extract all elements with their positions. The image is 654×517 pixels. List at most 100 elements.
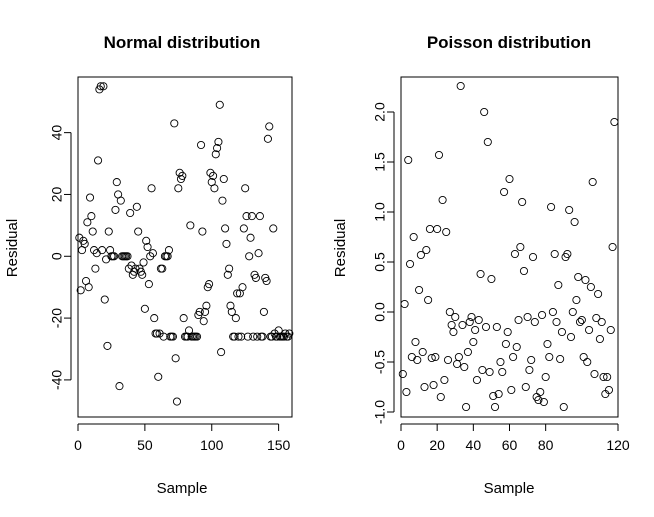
data-point [400,299,409,309]
data-point [530,317,539,327]
data-point [458,320,467,330]
data-point [99,82,108,91]
data-point [566,332,576,342]
data-point [434,150,444,160]
x-tick-label: 80 [538,437,554,453]
data-point [574,272,583,282]
data-point [556,354,565,364]
data-point [572,295,581,305]
data-point [211,150,220,159]
data-point [147,184,156,193]
data-point [407,352,416,362]
data-point [538,310,547,320]
data-point [199,317,208,326]
data-point [467,312,476,322]
data-points [398,81,619,412]
y-tick-label: -0.5 [372,350,388,374]
data-point [597,317,606,327]
data-point [545,352,554,362]
data-point [585,325,594,335]
data-point [496,357,505,367]
data-point [519,266,529,276]
y-axis-label: Residual [332,219,349,277]
data-point [518,197,527,207]
y-tick-label: 2.0 [372,102,388,122]
data-point [254,249,263,258]
data-point [152,329,161,338]
data-point [76,286,85,295]
data-point [251,273,260,282]
data-point [436,392,445,402]
data-point [94,156,103,165]
data-point [112,178,121,187]
data-point [541,372,550,382]
data-point [606,325,615,335]
data-point [140,304,149,313]
x-tick-label: 50 [137,437,153,453]
data-point [92,249,101,258]
data-point [138,270,147,279]
data-point [226,301,235,310]
x-tick-label: 0 [74,437,82,453]
data-point [223,270,232,279]
data-point [422,245,431,255]
data-point [516,242,525,252]
y-tick-label: 0 [49,252,65,260]
data-point [174,184,183,193]
data-point [170,119,179,128]
data-point [424,295,433,305]
data-point [265,122,274,131]
panel-normal: Normal distribution Sample Residual 0 50 1… [4,33,294,497]
data-point [590,369,599,379]
data-point [84,283,93,292]
x-tick-label: 0 [397,437,405,453]
data-point [559,402,568,412]
data-point [409,232,418,242]
data-point [492,322,501,332]
data-point [476,269,485,279]
data-point [552,317,561,327]
data-point [510,249,519,259]
data-point [469,337,478,347]
data-point [490,402,500,412]
data-point [465,317,474,327]
data-point [415,285,424,295]
data-point [548,307,557,317]
data-point [90,246,99,255]
data-point [514,315,523,325]
data-point [413,355,422,365]
data-point [588,177,597,187]
data-point [100,295,109,304]
data-point [98,246,107,255]
data-point [192,332,202,341]
data-point [237,332,246,341]
data-point [416,250,425,260]
data-point [239,224,248,233]
data-point [218,196,227,205]
data-point [443,355,453,365]
data-point [604,385,614,395]
data-point [102,255,111,264]
data-point [429,380,438,390]
y-tick-label: 0.5 [372,252,388,272]
data-point [143,242,152,252]
data-point [462,402,471,412]
data-point [243,332,252,341]
data-point [554,280,563,290]
data-point [481,322,491,332]
data-point [202,301,211,310]
data-point [456,81,465,91]
data-point [210,184,219,193]
data-point [565,205,574,215]
plot-frame [400,76,619,418]
data-point [195,307,204,316]
data-point [158,264,167,273]
data-point [258,332,267,341]
data-point [172,397,182,406]
plot-frame [77,76,293,418]
data-point [483,137,492,147]
data-point [126,208,135,218]
data-point [168,332,178,341]
data-point [474,315,483,325]
